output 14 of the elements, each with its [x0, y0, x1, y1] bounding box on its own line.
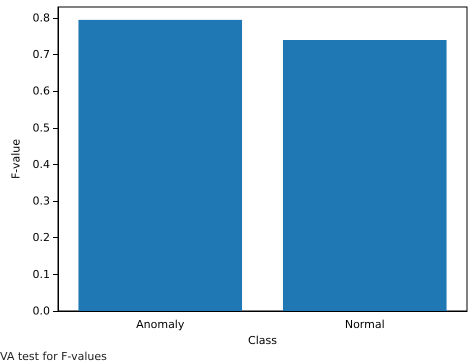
x-axis-title: Class — [248, 334, 278, 347]
y-tick-label: 0.3 — [32, 194, 50, 208]
y-axis-title: F-value — [10, 138, 23, 180]
y-tick-label: 0.0 — [32, 304, 50, 318]
x-tick-label: Anomaly — [136, 318, 185, 331]
y-tick-label: 0.7 — [32, 48, 50, 62]
y-tick-label: 0.2 — [32, 231, 50, 244]
y-tick-label: 0.1 — [32, 268, 50, 281]
y-tick-label: 0.4 — [32, 158, 50, 171]
text: VA test for F-values — [0, 350, 108, 363]
x-tick-label: Normal — [344, 318, 385, 331]
y-tick-label: 0.6 — [32, 84, 50, 98]
y-tick-label: 0.5 — [32, 121, 50, 134]
y-tick-label: 0.8 — [32, 11, 50, 24]
